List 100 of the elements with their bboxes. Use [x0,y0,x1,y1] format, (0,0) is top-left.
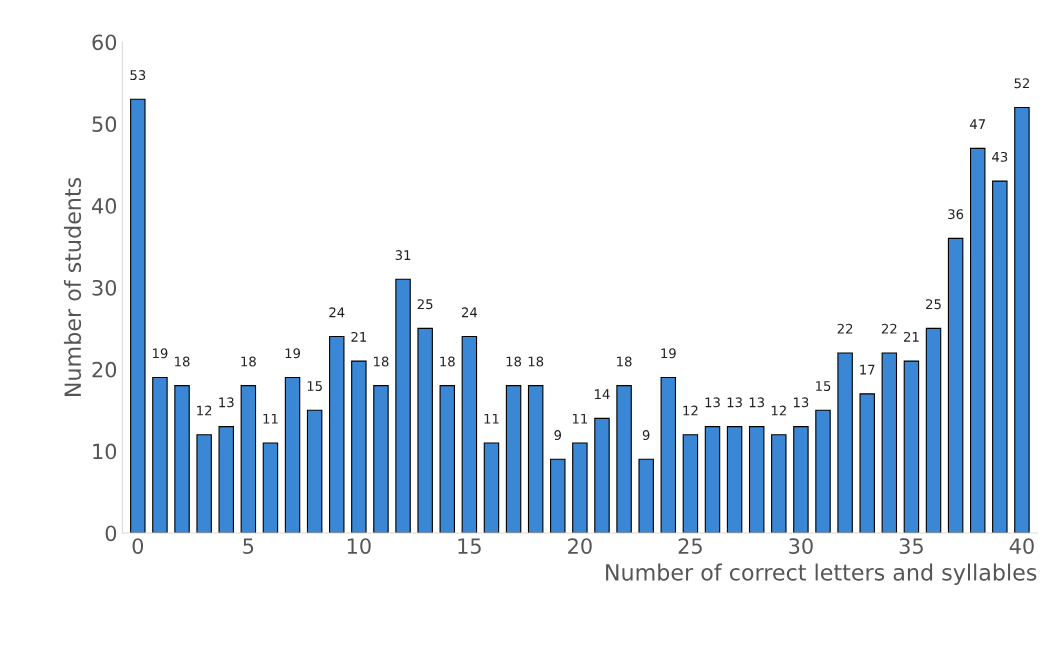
data-label: 25 [417,299,433,310]
y-tick-label: 40 [92,198,117,214]
data-label: 21 [903,331,919,342]
data-label: 47 [969,119,985,129]
bar [461,336,478,533]
x-tick-label: 5 [243,538,254,554]
data-label: 19 [285,348,301,359]
data-label: 9 [642,430,650,441]
data-label: 18 [617,356,632,367]
bar [329,336,345,533]
data-label: 22 [881,323,897,334]
bar [682,434,699,533]
bar [903,360,920,533]
data-label: 18 [241,356,256,367]
bar [196,434,212,533]
bar [748,426,765,533]
data-label: 25 [926,299,941,310]
bar [969,147,986,533]
bar [1014,106,1030,533]
bar [240,385,257,533]
x-tick-label: 25 [678,538,702,554]
x-tick-label: 20 [568,538,592,554]
bar [616,385,632,533]
data-label: 22 [837,323,853,334]
bar [550,458,566,533]
x-tick-label: 0 [132,538,144,554]
bar [793,426,809,533]
bar [527,385,544,533]
data-label: 13 [727,397,742,408]
bar [284,376,301,533]
y-axis-title: Number of students [63,177,82,396]
x-tick-label: 15 [458,538,481,554]
data-label: 19 [661,348,676,359]
bar [947,237,964,533]
data-label: 9 [554,430,562,441]
data-label: 31 [395,250,411,261]
y-tick-label: 60 [92,34,117,51]
bar [130,98,146,533]
data-label: 36 [948,209,964,220]
x-tick-label: 40 [1009,538,1034,554]
y-tick-label: 20 [92,361,117,378]
x-tick-label: 35 [899,538,923,554]
data-label: 13 [749,397,765,408]
data-label: 18 [175,356,190,367]
bar [815,409,831,533]
bar [704,426,721,533]
bar [837,352,853,533]
data-label: 13 [705,397,720,408]
data-label: 24 [461,307,478,318]
data-label: 21 [351,331,367,342]
bar [925,327,942,533]
bar [174,385,190,533]
data-label: 18 [506,356,522,367]
data-label: 19 [152,348,168,359]
data-label: 12 [771,405,786,416]
bar [881,352,898,533]
data-label: 14 [595,389,610,399]
data-label: 11 [572,413,588,424]
data-label: 15 [816,381,831,391]
bar [417,327,433,533]
bar [992,180,1008,533]
bar [505,385,522,533]
y-tick-label: 50 [92,116,117,133]
data-label: 12 [683,405,698,416]
bar [638,458,654,533]
bar [483,442,500,533]
bar [572,442,588,533]
data-label: 43 [992,151,1008,162]
bar [262,442,279,533]
data-label: 12 [197,405,212,416]
data-label: 11 [263,413,278,424]
data-label: 18 [440,356,455,367]
bar [660,376,677,533]
data-label: 11 [484,413,499,424]
bar [351,360,367,533]
data-label: 13 [219,397,234,408]
data-label: 53 [130,70,146,81]
data-label: 17 [860,364,875,375]
y-tick-label: 0 [105,525,117,542]
y-tick-label: 10 [93,443,117,460]
data-label: 15 [307,381,322,391]
bar [726,426,743,533]
bar [373,385,389,533]
data-label: 13 [793,397,809,408]
bar [395,278,411,533]
data-label: 52 [1014,78,1029,89]
bar [594,417,610,533]
x-tick-label: 30 [789,538,813,554]
bar [152,376,168,533]
y-tick-label: 30 [92,279,117,296]
x-axis-title: Number of correct letters and syllables [606,563,1037,586]
data-label: 18 [374,356,389,367]
bar [306,409,323,533]
bar [859,393,875,533]
data-label: 24 [329,307,345,318]
bar [771,434,787,533]
x-tick-label: 10 [347,538,371,554]
bar [218,426,234,533]
data-label: 18 [528,356,544,367]
bar [439,385,456,533]
